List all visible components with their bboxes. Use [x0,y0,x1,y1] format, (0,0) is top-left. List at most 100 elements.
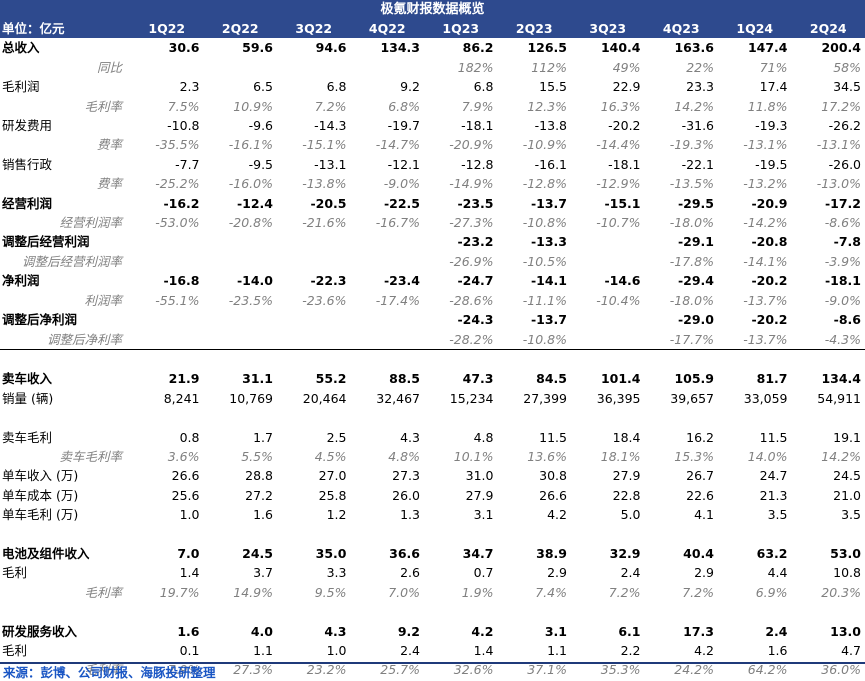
data-cell [204,525,278,544]
data-cell [424,349,498,369]
data-cell: 1.1 [253,642,273,658]
data-cell: 105.9 [674,371,714,387]
data-cell [130,349,204,369]
row-label [0,602,130,621]
row-label [0,349,130,369]
data-cell [204,58,278,77]
data-cell: 7.4% [535,584,567,600]
data-cell [351,310,425,329]
data-cell: 25.7% [380,662,420,678]
data-cell [645,408,719,427]
data-cell: 9.5% [314,584,347,600]
row-label: 研发费用 [2,118,53,134]
data-cell: 1.6 [177,623,200,639]
data-cell: 24.7 [759,468,788,484]
table-row: 利润率 -55.1% -23.5% -23.6% -17.4% -28.6% -11.1% -… [0,291,865,310]
unit-label: 单位：亿元 [0,19,130,39]
table-row: 经营利润 -16.2 -12.4 -20.5 -22.5 -23.5 -13.7 -15.1 -… [0,194,865,213]
data-cell: 7.5% [167,98,200,114]
data-cell: -16.1 [534,156,567,172]
data-cell: 36,395 [596,390,641,406]
data-cell: -20.8% [228,215,273,231]
data-cell: 22.8 [612,487,641,503]
data-cell: 6.8 [473,79,494,95]
data-cell [792,408,865,427]
data-cell: 40.4 [683,545,714,561]
data-cell [718,602,792,621]
data-cell: -23.4 [383,273,420,289]
data-cell: 88.5 [389,371,420,387]
data-cell: 3.1 [544,623,567,639]
data-cell: -15.1% [302,137,347,153]
data-cell: -15.1 [604,195,641,211]
table-row: 研发费用 -10.8 -9.6 -14.3 -19.7 -18.1 -13.8 -20.2 -3… [0,116,865,135]
data-cell [351,232,425,251]
data-cell [130,408,204,427]
data-cell: -9.0% [383,176,420,192]
data-cell: -16.2 [163,195,200,211]
data-cell: 7.9% [167,662,200,678]
row-label: 总收入 [2,40,40,56]
data-cell [571,232,645,251]
data-cell: -29.1 [677,234,714,250]
table-row: 单车毛利 (万) 1.0 1.6 1.2 1.3 3.1 4.2 5.0 4.1 3.5 3.5 [0,505,865,524]
data-cell: -17.7% [644,329,718,350]
data-cell: 4.4 [767,565,788,581]
data-cell: 14.0% [747,448,788,464]
data-cell: -3.9% [824,253,861,269]
data-cell: -13.7% [718,329,792,350]
data-cell: 9.2 [400,79,420,95]
data-cell: 22.6 [686,487,714,503]
data-cell: -12.8% [522,176,567,192]
data-cell: -7.8 [833,234,861,250]
data-cell: -7.7 [175,156,200,172]
table-row: 毛利率 7.9% 27.3% 23.2% 25.7% 32.6% 37.1% 35.3% 24.… [0,660,865,679]
data-cell: 163.6 [674,40,714,56]
data-cell [718,525,792,544]
data-cell: 7.2% [682,584,714,600]
data-cell [424,525,498,544]
data-cell: 30.8 [539,468,567,484]
data-cell: 0.8 [179,429,200,445]
data-cell: -14.9% [449,176,494,192]
data-cell: 9.2 [397,623,420,639]
data-cell: 3.5 [841,507,861,523]
row-label: 净利润 [2,273,40,289]
data-cell: -11.1% [522,292,567,308]
data-cell: -20.2 [751,273,788,289]
table-row [0,525,865,544]
data-cell: -13.1% [743,137,788,153]
data-cell: -8.6% [824,215,861,231]
row-label: 毛利率 [84,662,122,678]
data-cell: -24.3 [457,312,494,328]
row-label: 调整后经营利润率 [21,253,122,269]
table-row: 电池及组件收入 7.0 24.5 35.0 36.6 34.7 38.9 32.9 40.4 63… [0,544,865,563]
data-cell: 7.0 [177,545,200,561]
row-label: 费率 [96,137,122,153]
data-cell: 3.6% [167,448,200,464]
data-cell [204,232,278,251]
data-cell [645,525,719,544]
data-cell: -19.5 [755,156,788,172]
data-cell: 12.3% [527,98,567,114]
row-label: 研发服务收入 [2,623,78,639]
row-label: 调整后净利润 [2,312,78,328]
data-cell [498,408,572,427]
data-cell: -16.1% [228,137,273,153]
data-cell: 0.1 [179,642,200,658]
table-row: 毛利 0.1 1.1 1.0 2.4 1.4 1.1 2.2 4.2 1.6 4.7 [0,641,865,660]
data-cell: -9.0% [824,292,861,308]
quarter-header: 3Q23 [571,19,645,39]
data-cell [792,349,865,369]
data-cell: -28.2% [424,329,498,350]
data-cell: -19.3 [755,118,788,134]
data-cell: 19.7% [159,584,200,600]
data-cell: -23.5 [457,195,494,211]
data-cell: 17.4 [759,79,788,95]
data-cell: 54,911 [817,390,861,406]
data-cell: -20.8 [751,234,788,250]
data-cell [130,232,204,251]
row-label [0,408,130,427]
data-cell: -20.5 [310,195,347,211]
data-cell [204,408,278,427]
